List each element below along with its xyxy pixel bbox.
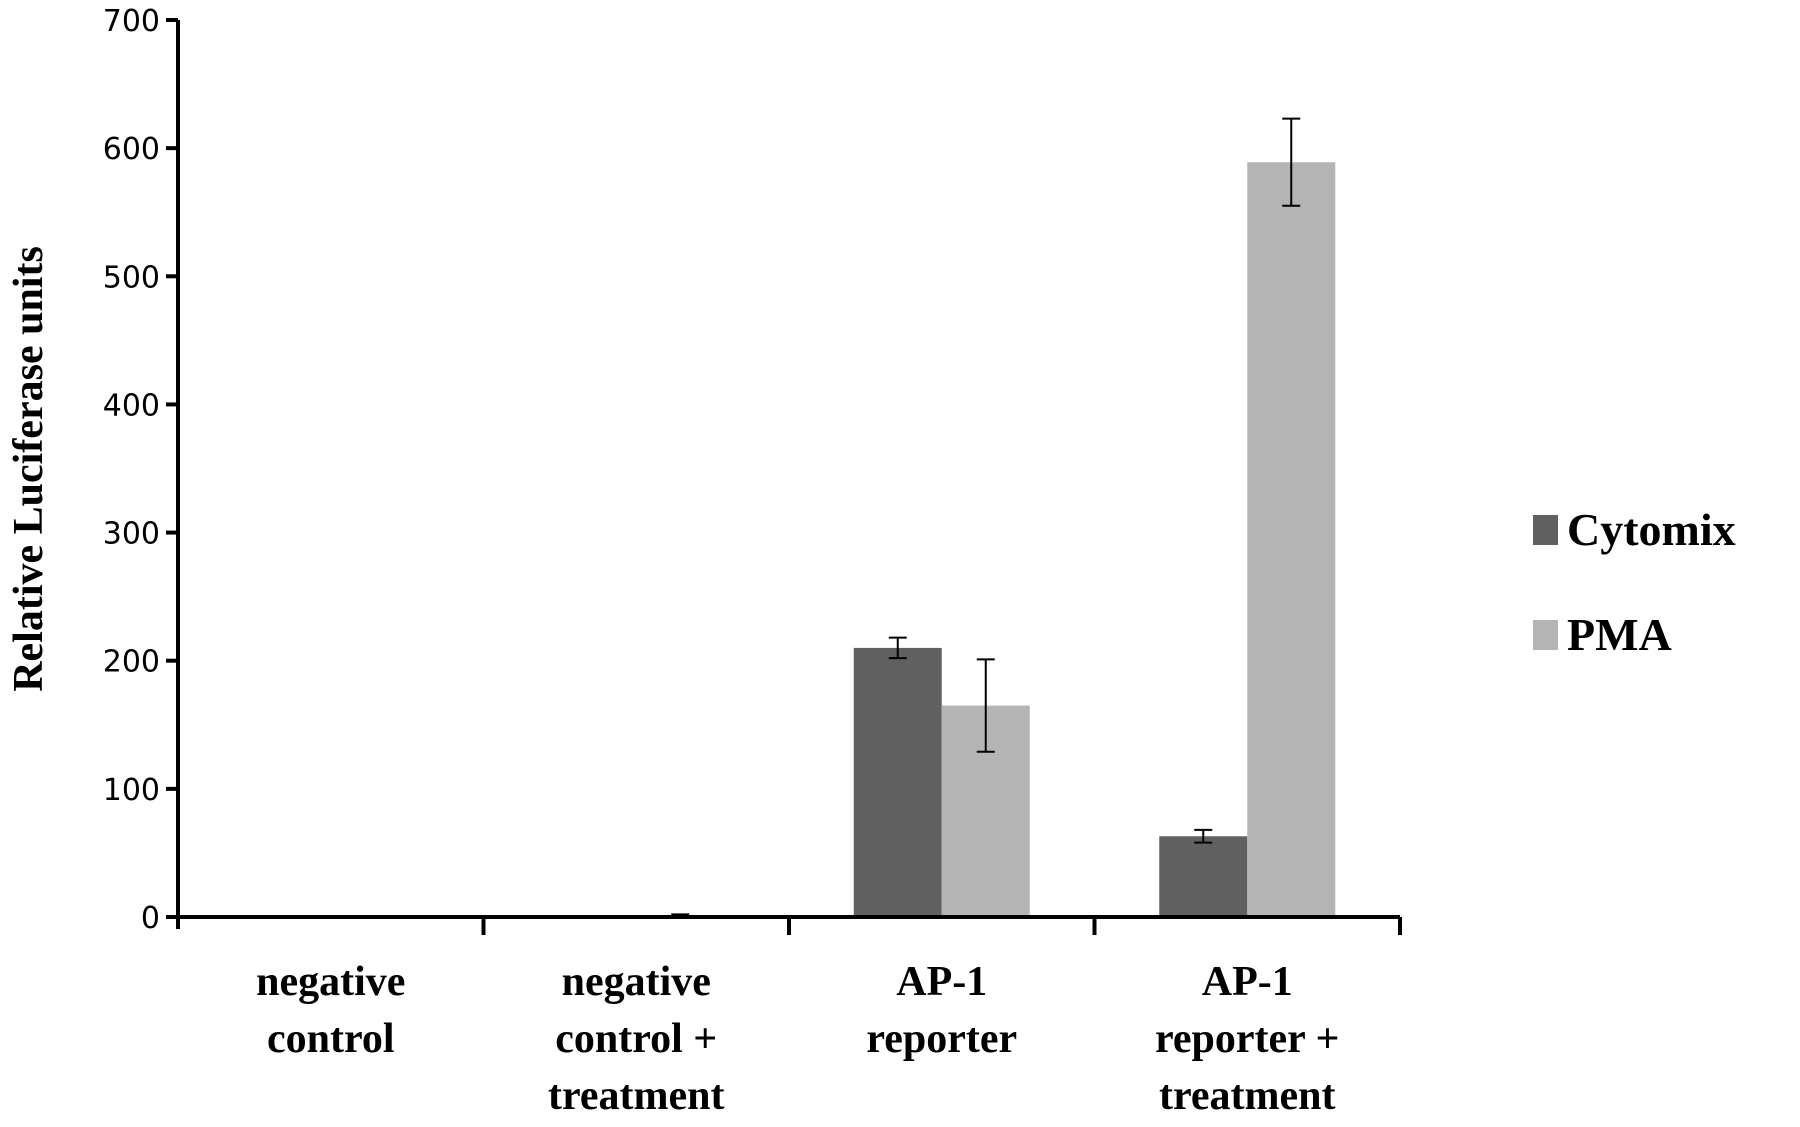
y-axis-title-group: Relative Luciferase units bbox=[6, 246, 52, 692]
y-tick-label: 0 bbox=[141, 901, 160, 936]
x-category-label: negative control + treatment bbox=[548, 959, 724, 1119]
y-tick-label: 600 bbox=[103, 132, 160, 167]
bar-pma bbox=[1247, 162, 1336, 917]
legend-swatch-cytomix bbox=[1533, 515, 1558, 545]
x-labels-layer: negative control negative control + treatmen… bbox=[256, 959, 1339, 1119]
x-category-label: negative control bbox=[256, 959, 405, 1062]
y-tick-label: 100 bbox=[103, 773, 160, 808]
bars-layer bbox=[636, 162, 1336, 917]
y-tick-label: 300 bbox=[103, 517, 160, 552]
y-tick-label: 500 bbox=[103, 260, 160, 295]
legend-swatch-pma bbox=[1533, 620, 1558, 650]
legend: Cytomix PMA bbox=[1533, 504, 1736, 660]
bar-cytomix bbox=[1159, 836, 1248, 917]
x-category-label: AP-1 reporter bbox=[866, 959, 1017, 1062]
y-ticks-layer: 0 100 200 300 400 500 600 700 bbox=[103, 4, 178, 936]
error-bars-layer bbox=[671, 117, 1301, 918]
axes-layer bbox=[176, 20, 1402, 935]
x-category-label: AP-1 reporter + treatment bbox=[1155, 959, 1339, 1119]
bar-cytomix bbox=[853, 647, 942, 917]
y-tick-label: 400 bbox=[103, 388, 160, 423]
legend-label-cytomix: Cytomix bbox=[1567, 504, 1736, 555]
y-axis-title: Relative Luciferase units bbox=[6, 246, 52, 692]
y-tick-label: 700 bbox=[103, 4, 160, 39]
legend-label-pma: PMA bbox=[1567, 609, 1672, 660]
y-tick-label: 200 bbox=[103, 645, 160, 680]
